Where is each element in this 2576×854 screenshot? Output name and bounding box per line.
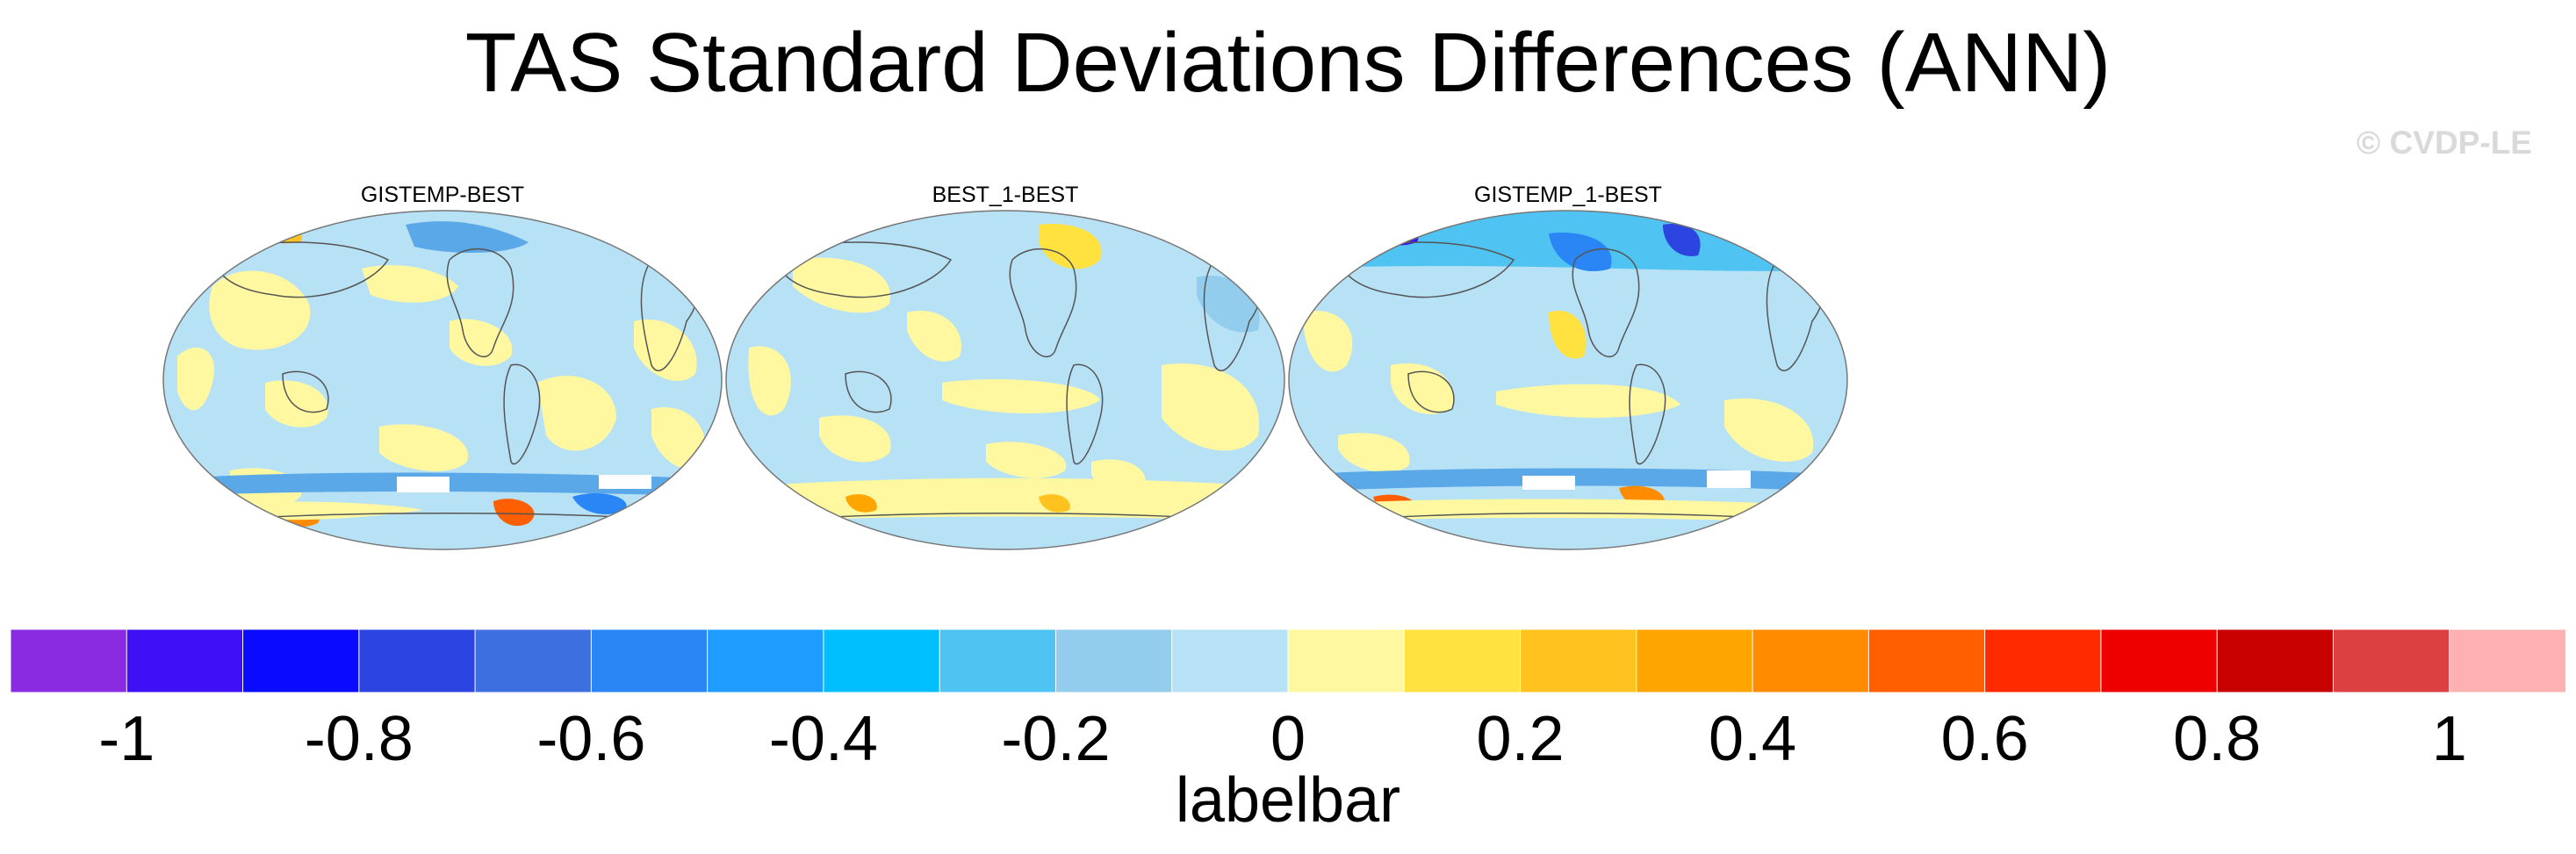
colorbar-swatch (1867, 629, 1986, 693)
colorbar-swatch (1171, 629, 1289, 693)
colorbar-swatch (2332, 629, 2450, 693)
colorbar-swatch (1984, 629, 2102, 693)
colorbar-swatch (823, 629, 941, 693)
colorbar-swatch (2216, 629, 2335, 693)
map-background (163, 211, 722, 549)
colorbar-tick-label: 0.8 (2173, 704, 2262, 774)
colorbar-tick-label: 1 (2431, 704, 2467, 774)
world-map (162, 210, 723, 550)
panel-title: GISTEMP-BEST (360, 183, 525, 207)
colorbar-tick-label: -0.2 (1001, 704, 1111, 774)
colorbar-swatch (707, 629, 824, 693)
colorbar-tick-label: -1 (98, 704, 155, 774)
colorbar-tick-label: 0 (1270, 704, 1306, 774)
world-map (725, 210, 1285, 550)
colorbar-tick-label: -0.8 (304, 704, 414, 774)
colorbar-swatch (2449, 629, 2565, 693)
colorbar-tick-label: -0.4 (768, 704, 878, 774)
colorbar-swatch (1636, 629, 1754, 693)
colorbar (11, 629, 2565, 693)
colorbar-swatch (1752, 629, 1870, 693)
colorbar-tick-label: 0.4 (1709, 704, 1797, 774)
colorbar-swatch (1520, 629, 1637, 693)
credit-watermark: © CVDP-LE (2357, 125, 2532, 161)
colorbar-swatch (2100, 629, 2219, 693)
figure-title: TAS Standard Deviations Differences (ANN… (464, 16, 2112, 110)
colorbar-swatch (11, 629, 128, 693)
colorbar-swatch (1054, 629, 1173, 693)
colorbar-swatch (939, 629, 1057, 693)
colorbar-tick-label: 0.2 (1476, 704, 1565, 774)
colorbar-tick-label: -0.6 (536, 704, 646, 774)
map-panel-best1-best: BEST_1-BEST (723, 181, 1288, 553)
map-panel-gistemp-best: GISTEMP-BEST (160, 181, 725, 553)
colorbar-label: labelbar (1175, 765, 1401, 836)
colorbar-swatch (590, 629, 709, 693)
colorbar-swatch (1287, 629, 1406, 693)
colorbar-swatch (126, 629, 244, 693)
panel-title: GISTEMP_1-BEST (1474, 183, 1662, 207)
colorbar-swatch (1403, 629, 1522, 693)
map-panel-gistemp1-best: GISTEMP_1-BEST (1285, 181, 1851, 553)
world-map (1288, 210, 1848, 550)
colorbar-swatch (242, 629, 360, 693)
colorbar-tick-label: 0.6 (1940, 704, 2029, 774)
colorbar-swatch (474, 629, 593, 693)
panel-title: BEST_1-BEST (932, 183, 1079, 207)
colorbar-swatch (358, 629, 477, 693)
